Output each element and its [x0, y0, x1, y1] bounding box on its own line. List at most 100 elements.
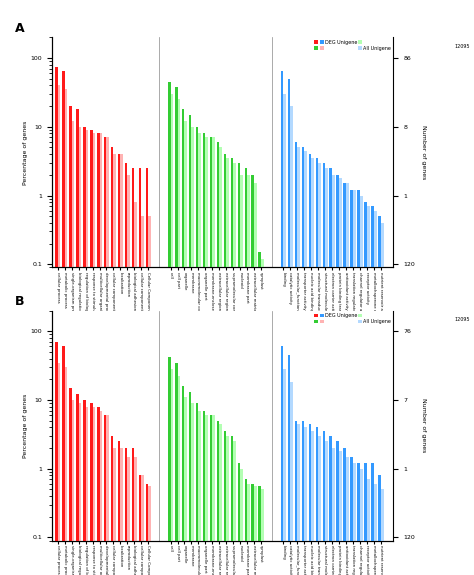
Bar: [247, 484, 250, 575]
Bar: [295, 142, 297, 575]
Bar: [92, 133, 95, 575]
Bar: [353, 190, 356, 575]
Bar: [58, 362, 60, 575]
Bar: [297, 424, 300, 575]
Bar: [245, 168, 247, 575]
Bar: [132, 168, 134, 575]
Bar: [261, 259, 264, 575]
Text: 12095: 12095: [455, 44, 470, 49]
Bar: [237, 163, 240, 575]
Bar: [138, 168, 141, 575]
Bar: [353, 463, 356, 575]
Bar: [217, 420, 219, 575]
Bar: [76, 394, 79, 575]
Bar: [171, 94, 173, 575]
Bar: [297, 147, 300, 575]
Bar: [365, 202, 367, 575]
Bar: [230, 158, 233, 575]
Bar: [360, 469, 363, 575]
Bar: [212, 137, 215, 575]
Bar: [69, 388, 72, 575]
Bar: [120, 154, 123, 575]
Bar: [252, 175, 254, 575]
Bar: [177, 99, 180, 575]
Bar: [381, 223, 383, 575]
Bar: [258, 252, 261, 575]
Bar: [62, 71, 64, 575]
Bar: [381, 489, 383, 575]
Bar: [69, 106, 72, 575]
Bar: [64, 367, 67, 575]
Bar: [205, 137, 208, 575]
Bar: [309, 424, 311, 575]
Bar: [138, 476, 141, 575]
Bar: [295, 420, 297, 575]
Bar: [146, 168, 148, 575]
Bar: [100, 133, 102, 575]
Bar: [210, 415, 212, 575]
Bar: [55, 67, 58, 575]
Bar: [128, 175, 130, 575]
Bar: [86, 130, 88, 575]
Bar: [343, 183, 346, 575]
Bar: [316, 427, 318, 575]
Bar: [64, 89, 67, 575]
Bar: [247, 175, 250, 575]
Bar: [357, 190, 360, 575]
Bar: [237, 463, 240, 575]
Bar: [365, 463, 367, 575]
Bar: [134, 202, 137, 575]
Bar: [325, 168, 328, 575]
Bar: [288, 79, 291, 575]
Bar: [350, 457, 353, 575]
Bar: [291, 106, 293, 575]
Text: B: B: [15, 295, 24, 308]
Bar: [301, 147, 304, 575]
Bar: [58, 86, 60, 575]
Bar: [240, 175, 243, 575]
Bar: [371, 463, 374, 575]
Bar: [189, 392, 191, 575]
Bar: [357, 463, 360, 575]
Bar: [182, 109, 184, 575]
Bar: [245, 480, 247, 575]
Bar: [233, 163, 236, 575]
Bar: [134, 457, 137, 575]
Bar: [283, 369, 286, 575]
Bar: [196, 403, 199, 575]
Bar: [203, 133, 205, 575]
Bar: [191, 403, 194, 575]
Bar: [72, 400, 74, 575]
Bar: [291, 382, 293, 575]
Bar: [224, 154, 226, 575]
Bar: [374, 211, 376, 575]
Bar: [62, 346, 64, 575]
Bar: [107, 137, 109, 575]
Bar: [217, 142, 219, 575]
Bar: [304, 151, 307, 575]
Bar: [182, 386, 184, 575]
Bar: [311, 431, 314, 575]
Y-axis label: Percentage of genes: Percentage of genes: [23, 393, 28, 458]
Bar: [254, 183, 257, 575]
Bar: [128, 457, 130, 575]
Text: cellular component: cellular component: [185, 387, 246, 392]
Bar: [252, 484, 254, 575]
Bar: [104, 137, 107, 575]
Bar: [226, 158, 229, 575]
Bar: [322, 431, 325, 575]
Bar: [191, 126, 194, 575]
Bar: [90, 130, 92, 575]
Bar: [97, 407, 100, 575]
Bar: [125, 448, 128, 575]
Bar: [132, 448, 134, 575]
Bar: [378, 216, 381, 575]
Bar: [141, 476, 144, 575]
Bar: [332, 448, 335, 575]
Bar: [281, 346, 283, 575]
Bar: [258, 486, 261, 575]
Bar: [233, 441, 236, 575]
Text: 12095: 12095: [455, 317, 470, 323]
Bar: [378, 476, 381, 575]
Bar: [83, 400, 86, 575]
